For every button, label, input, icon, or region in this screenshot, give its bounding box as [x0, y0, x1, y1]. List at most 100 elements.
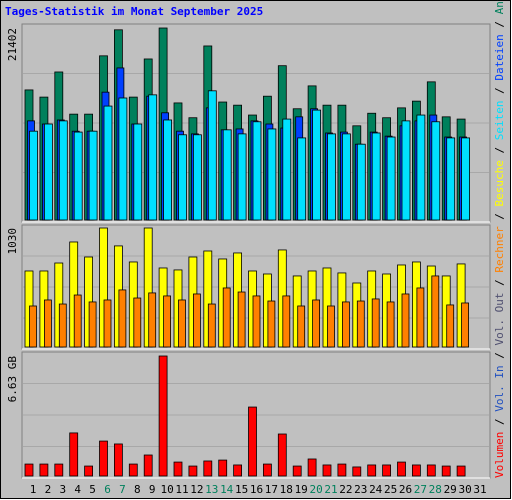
bar: [99, 227, 108, 348]
bar: [252, 121, 262, 221]
bar: [114, 443, 123, 477]
bar: [446, 304, 455, 348]
bar: [371, 132, 381, 221]
bar: [207, 303, 216, 348]
legend-entry: Anfragen: [493, 0, 506, 14]
chart-title: Tages-Statistik im Monat September 2025: [5, 5, 263, 18]
bar: [148, 292, 157, 348]
bar: [44, 299, 52, 348]
bar: [118, 97, 128, 221]
bar: [88, 301, 97, 348]
x-tick-label: 1: [30, 483, 37, 496]
bar: [341, 301, 350, 348]
bar: [237, 133, 247, 221]
x-tick-label: 11: [175, 483, 188, 496]
x-tick-label: 13: [205, 483, 218, 496]
bar: [203, 250, 213, 348]
bar: [382, 464, 392, 477]
bar: [292, 465, 302, 477]
bar: [337, 463, 347, 477]
bar: [312, 299, 321, 348]
bar: [203, 460, 213, 477]
bar: [416, 114, 426, 221]
x-tick-label: 10: [160, 483, 173, 496]
bar: [39, 463, 49, 477]
bar: [133, 297, 142, 348]
bar: [401, 120, 411, 221]
bar: [426, 464, 436, 477]
bar: [88, 130, 98, 221]
bar: [133, 123, 143, 221]
x-tick-label: 27: [414, 483, 427, 496]
bar: [103, 299, 112, 348]
bar: [441, 465, 451, 477]
x-tick-label: 17: [265, 483, 278, 496]
bar: [297, 305, 306, 348]
bar: [143, 227, 153, 348]
x-tick-label: 28: [429, 483, 442, 496]
bar: [69, 432, 79, 477]
bar: [416, 287, 425, 348]
bar: [218, 459, 228, 477]
bar: [461, 137, 471, 221]
bar: [178, 134, 187, 221]
x-tick-label: 3: [59, 483, 66, 496]
x-tick-label: 5: [89, 483, 96, 496]
bar: [118, 289, 127, 348]
bar: [262, 463, 272, 477]
x-tick-label: 21: [324, 483, 337, 496]
bar: [297, 137, 307, 221]
bar: [192, 293, 201, 348]
legend-entry: Vol. In: [493, 365, 506, 411]
bar: [411, 464, 421, 477]
legend: Volumen / Vol. In / Vol. Out / Rechner /…: [493, 0, 506, 478]
legend-entry: Besuche: [493, 160, 506, 206]
x-tick-label: 4: [74, 483, 81, 496]
bar: [128, 463, 138, 477]
bar: [456, 465, 466, 477]
legend-separator: /: [493, 206, 506, 226]
bar: [143, 454, 153, 477]
bar: [327, 305, 335, 348]
y-tick-label: 6.63 GB: [6, 356, 19, 403]
bar: [58, 120, 68, 221]
bar: [163, 295, 172, 348]
bar: [401, 293, 410, 348]
bar: [163, 119, 173, 221]
bar: [267, 300, 276, 348]
bar: [148, 94, 158, 221]
bar: [178, 299, 186, 348]
bar: [312, 109, 322, 221]
bar: [58, 303, 67, 348]
bar: [99, 440, 108, 477]
legend-separator: /: [493, 273, 506, 293]
x-tick-label: 7: [119, 483, 126, 496]
bar: [356, 300, 365, 348]
x-tick-label: 20: [309, 483, 322, 496]
bar: [341, 133, 351, 221]
bar: [267, 128, 277, 221]
bar: [386, 301, 395, 348]
x-tick-label: 8: [134, 483, 141, 496]
legend-entry: Vol. Out: [493, 293, 506, 346]
x-tick-label: 9: [149, 483, 156, 496]
bar: [461, 302, 470, 348]
x-tick-label: 15: [235, 483, 248, 496]
bar: [356, 143, 366, 221]
bar: [73, 131, 83, 221]
x-tick-label: 23: [354, 483, 367, 496]
bar: [371, 298, 380, 348]
bar: [282, 295, 291, 348]
y-tick-label: 1030: [6, 228, 19, 255]
bar: [158, 355, 168, 477]
legend-entry: Seiten: [493, 100, 506, 140]
x-tick-label: 16: [250, 483, 263, 496]
legend-separator: /: [493, 140, 506, 160]
bar: [277, 433, 287, 477]
bar: [431, 121, 441, 221]
x-tick-label: 14: [220, 483, 234, 496]
bar: [69, 241, 79, 348]
bar: [222, 287, 231, 348]
bar: [29, 305, 37, 348]
